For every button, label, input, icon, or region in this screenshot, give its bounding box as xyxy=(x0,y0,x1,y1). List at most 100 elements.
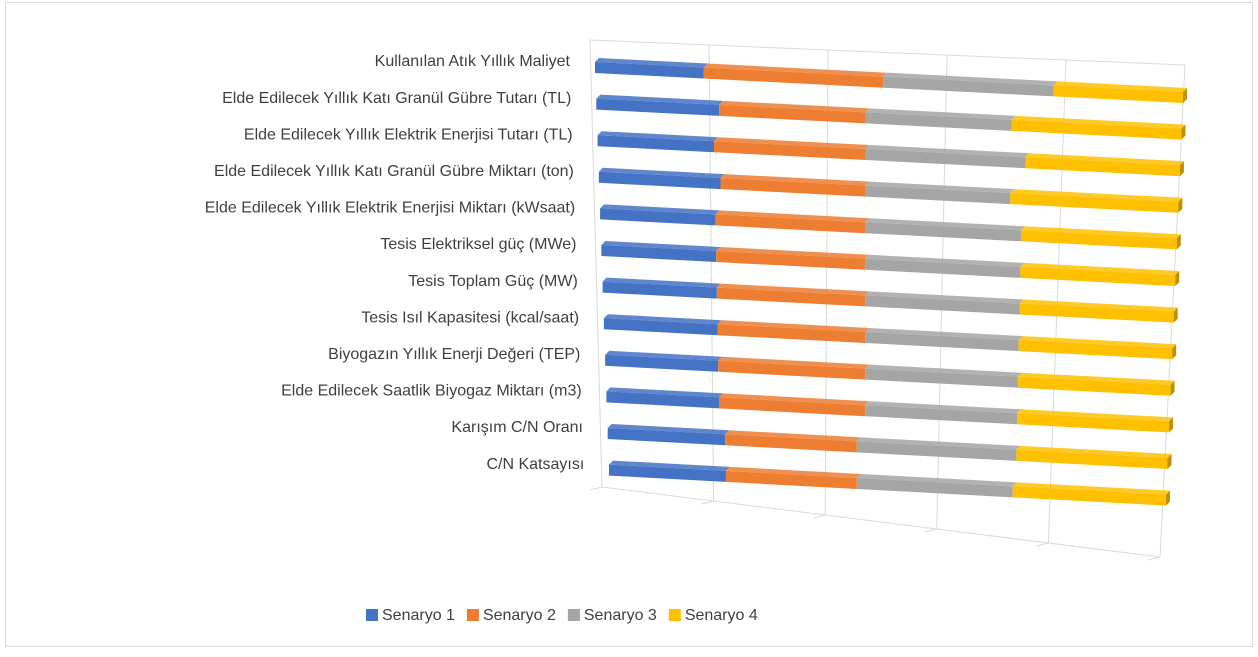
bar-top xyxy=(718,393,870,406)
bar-top xyxy=(856,437,1021,450)
grid-line xyxy=(701,500,714,505)
bar-top xyxy=(605,350,723,361)
bar-side xyxy=(1178,197,1183,213)
bar-top xyxy=(595,58,708,68)
bar xyxy=(720,178,866,197)
bar xyxy=(596,98,720,116)
bar-side xyxy=(1165,490,1170,506)
category-label: Elde Edilecek Yıllık Elektrik Enerjisi M… xyxy=(205,200,575,217)
bar xyxy=(608,464,726,482)
bar xyxy=(1017,413,1170,433)
category-label: Elde Edilecek Yıllık Elektrik Enerjisi T… xyxy=(244,126,573,143)
bar xyxy=(715,214,866,234)
bar-top xyxy=(865,364,1022,377)
grid-line xyxy=(589,39,603,488)
bar xyxy=(725,470,857,489)
bar-top xyxy=(1016,445,1172,458)
bar xyxy=(725,434,857,453)
bar xyxy=(703,67,884,88)
bar-top xyxy=(596,94,724,105)
bar-top xyxy=(865,291,1024,304)
grid-line xyxy=(1036,542,1049,547)
bar-top xyxy=(1021,226,1181,239)
legend-label: Senaryo 3 xyxy=(584,607,657,624)
grid-line xyxy=(708,44,715,502)
bar-top xyxy=(865,145,1030,158)
bar-top xyxy=(725,466,861,478)
bar xyxy=(1025,157,1180,177)
bar-top xyxy=(600,204,720,215)
bar-side xyxy=(1169,417,1174,433)
bar xyxy=(719,104,866,124)
bar xyxy=(865,405,1018,425)
category-label: Elde Edilecek Saatlik Biyogaz Miktarı (m… xyxy=(281,383,582,400)
bar-top xyxy=(1019,299,1178,312)
bar xyxy=(1018,340,1173,360)
bar-top xyxy=(1017,409,1174,422)
bar xyxy=(1021,230,1177,250)
bar-top xyxy=(1018,336,1177,349)
bar xyxy=(865,368,1018,388)
legend-label: Senaryo 1 xyxy=(382,607,455,624)
legend-swatch xyxy=(466,609,479,621)
bar xyxy=(865,258,1021,278)
category-label: Elde Edilecek Yıllık Katı Granül Gübre T… xyxy=(222,90,571,107)
bar xyxy=(718,397,866,417)
bar xyxy=(716,287,866,307)
bar xyxy=(1020,266,1176,286)
bar-top xyxy=(865,328,1023,341)
grid-line xyxy=(1147,556,1161,561)
bar xyxy=(865,112,1012,131)
bar xyxy=(865,295,1020,315)
bar-top xyxy=(715,210,870,223)
bar xyxy=(1011,119,1182,140)
bar xyxy=(605,354,719,372)
bar-top xyxy=(1012,482,1170,495)
bar-side xyxy=(1176,234,1181,250)
bar xyxy=(606,391,719,409)
bar xyxy=(883,76,1054,97)
bar-top xyxy=(865,181,1015,194)
bar xyxy=(717,324,866,343)
bar xyxy=(601,245,717,262)
bar xyxy=(1016,449,1168,469)
grid-line xyxy=(589,39,1186,66)
bar-side xyxy=(1183,88,1187,103)
bar-top xyxy=(1053,81,1187,92)
bar xyxy=(865,222,1022,242)
legend-swatch xyxy=(668,609,681,621)
bar xyxy=(856,477,1013,498)
category-label: Karışım C/N Oranı xyxy=(451,419,583,436)
category-label: Kullanılan Atık Yıllık Maliyet xyxy=(375,53,571,70)
bar-top xyxy=(865,401,1022,414)
category-label: Tesis Elektriksel güç (MWe) xyxy=(380,236,576,253)
category-label: Tesis Toplam Güç (MW) xyxy=(408,273,578,290)
bar-top xyxy=(1010,189,1183,202)
bar-top xyxy=(607,424,730,435)
bar xyxy=(865,185,1011,205)
bar-top xyxy=(1017,372,1175,385)
bar-side xyxy=(1170,380,1175,396)
bar xyxy=(598,171,721,190)
bar-top xyxy=(865,108,1016,120)
legend-swatch xyxy=(567,609,580,621)
bar xyxy=(865,332,1019,352)
bar-top xyxy=(883,72,1058,86)
bar xyxy=(865,149,1026,169)
bar xyxy=(595,62,704,79)
bar-top xyxy=(865,254,1025,267)
bar-top xyxy=(603,314,722,325)
grid-line xyxy=(924,528,937,533)
bar-top xyxy=(601,241,721,251)
bar-side xyxy=(1167,454,1172,469)
bar-top xyxy=(716,283,870,296)
bar-top xyxy=(720,174,870,186)
bar xyxy=(718,360,866,380)
grid-line xyxy=(601,486,1161,558)
bar-top xyxy=(602,277,721,288)
bar-top xyxy=(719,100,870,113)
bar xyxy=(600,208,716,226)
bar-top xyxy=(716,247,870,259)
category-label: C/N Katsayısı xyxy=(486,456,584,473)
